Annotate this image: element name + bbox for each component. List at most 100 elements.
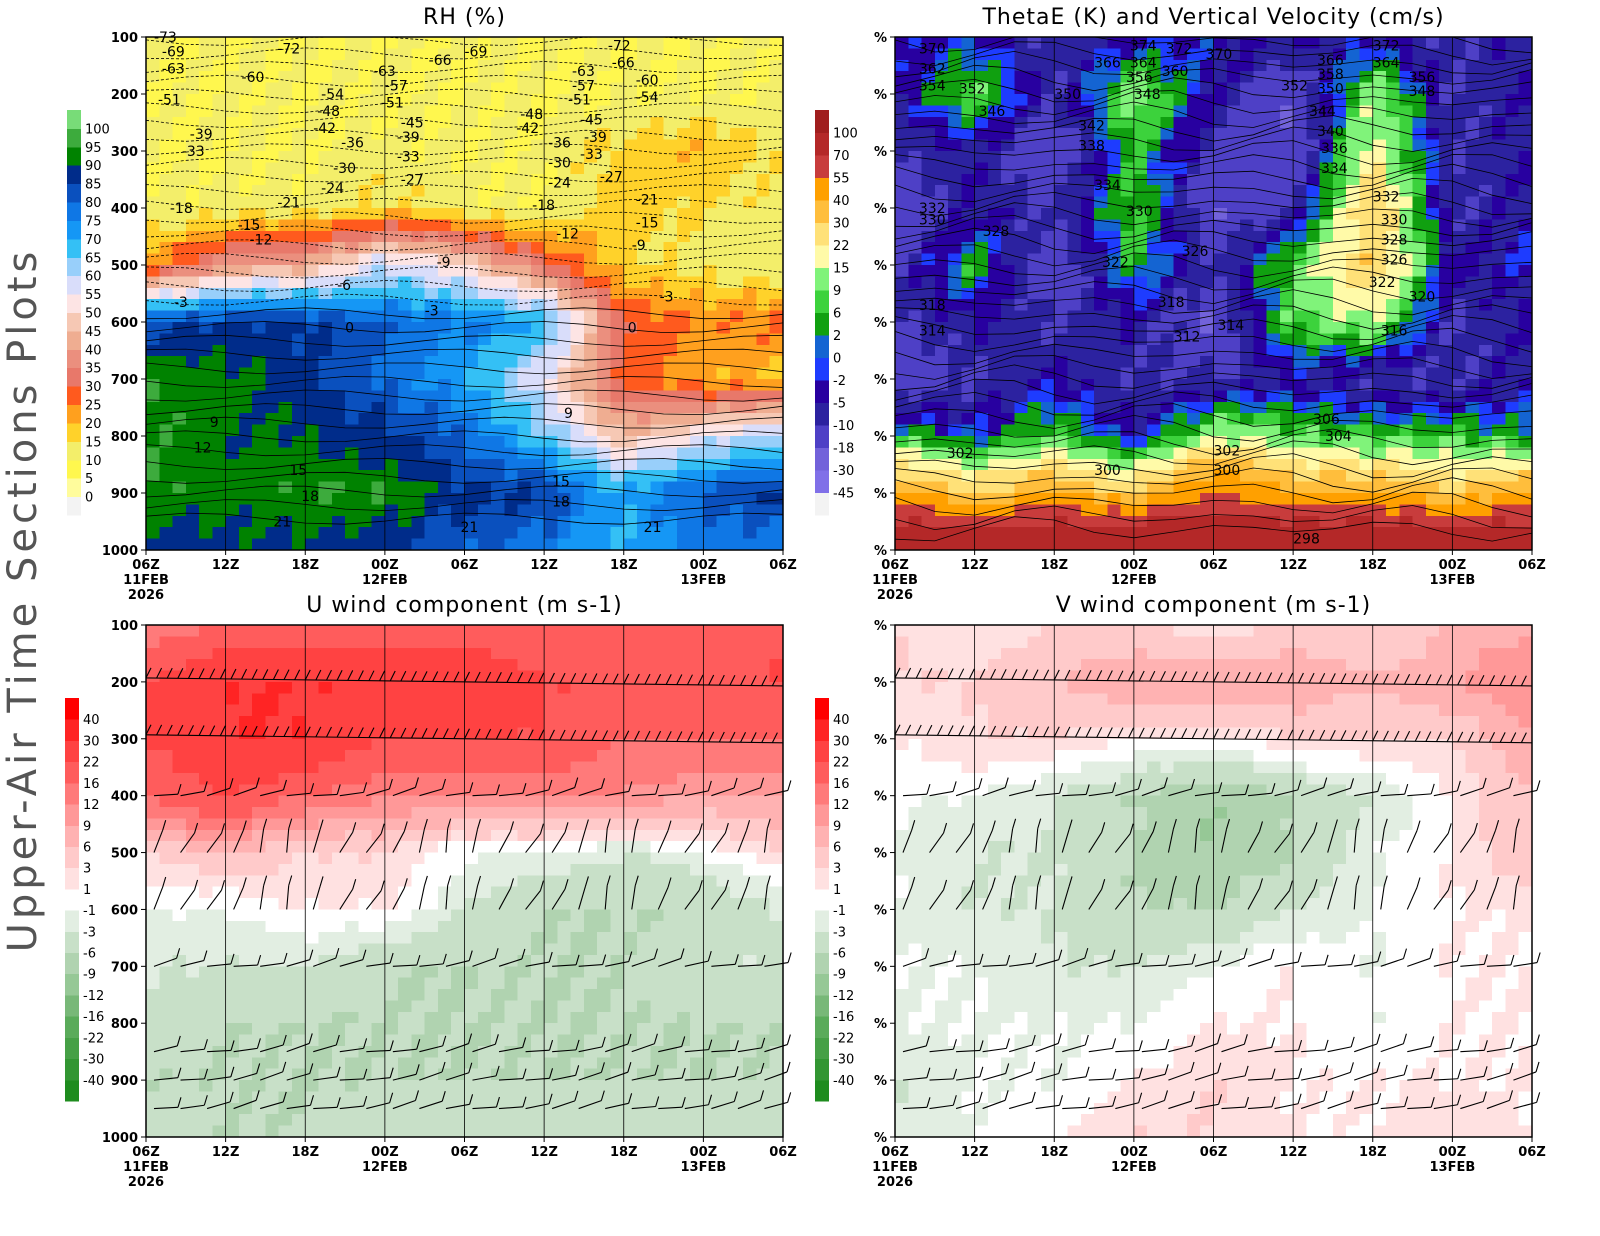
field-cell	[557, 37, 572, 49]
field-cell	[371, 367, 386, 380]
field-cell	[908, 390, 923, 403]
field-cell	[1094, 71, 1108, 84]
field-cell	[974, 390, 989, 403]
field-cell	[517, 436, 532, 448]
field-cell	[384, 447, 399, 460]
field-cell	[305, 173, 320, 186]
field-cell	[663, 173, 678, 186]
field-cell	[716, 447, 731, 460]
field-cell	[1492, 481, 1507, 494]
field-cell	[225, 219, 240, 232]
field-cell	[358, 287, 373, 300]
field-cell	[1200, 173, 1215, 186]
field-cell	[1226, 538, 1241, 551]
field-cell	[895, 128, 909, 141]
field-cell	[146, 704, 160, 717]
field-cell	[464, 333, 479, 346]
field-cell	[517, 390, 532, 403]
field-cell	[1465, 356, 1480, 369]
field-cell	[517, 82, 532, 95]
field-cell	[384, 344, 399, 357]
field-cell	[756, 515, 771, 528]
field-cell	[305, 276, 320, 289]
field-cell	[1001, 151, 1016, 163]
field-cell	[1147, 265, 1161, 277]
field-cell	[544, 48, 558, 61]
field-cell	[1359, 356, 1374, 369]
contour-label: -12	[250, 232, 273, 248]
field-cell	[1173, 447, 1188, 460]
field-cell	[1240, 265, 1254, 277]
field-cell	[908, 356, 923, 369]
field-cell	[1293, 185, 1307, 198]
field-cell	[1518, 94, 1533, 106]
field-cell	[1319, 538, 1334, 551]
field-cell	[570, 322, 585, 334]
field-cell	[411, 139, 426, 152]
field-cell	[252, 37, 267, 49]
field-cell	[398, 493, 412, 505]
field-cell	[974, 504, 989, 517]
field-cell	[756, 379, 771, 391]
field-cell	[1439, 493, 1453, 505]
field-cell	[570, 527, 585, 540]
field-cell	[292, 105, 306, 118]
field-cell	[1173, 424, 1188, 437]
field-cell	[212, 139, 227, 152]
field-cell	[690, 527, 704, 540]
field-cell	[411, 504, 426, 517]
colorbar-label: 75	[85, 214, 102, 229]
field-cell	[623, 538, 638, 551]
field-cell	[212, 71, 227, 84]
field-cell	[212, 219, 227, 232]
field-cell	[345, 162, 359, 175]
field-cell	[331, 94, 346, 106]
field-cell	[1465, 173, 1480, 186]
field-cell	[1372, 151, 1387, 163]
contour-label: 334	[1321, 161, 1348, 177]
field-cell	[146, 139, 160, 152]
field-cell	[1439, 515, 1453, 528]
field-cell	[146, 795, 160, 808]
field-cell	[146, 875, 160, 888]
field-cell	[1094, 493, 1108, 505]
field-cell	[159, 955, 174, 967]
field-cell	[1425, 253, 1440, 266]
field-cell	[292, 139, 306, 152]
field-cell	[292, 436, 306, 448]
field-cell	[305, 82, 320, 95]
field-cell	[1041, 162, 1055, 175]
field-cell	[934, 37, 949, 49]
field-cell	[504, 71, 519, 84]
field-cell	[225, 116, 240, 129]
field-cell	[1120, 504, 1135, 517]
field-cell	[743, 310, 758, 323]
field-cell	[1041, 310, 1055, 323]
field-cell	[1147, 333, 1161, 346]
field-cell	[921, 219, 936, 232]
field-cell	[610, 470, 625, 483]
field-cell	[491, 447, 505, 460]
field-cell	[358, 151, 373, 163]
field-cell	[398, 527, 412, 540]
field-cell	[159, 253, 174, 266]
field-cell	[597, 105, 612, 118]
field-cell	[1439, 242, 1453, 255]
field-cell	[1147, 401, 1161, 414]
field-cell	[716, 173, 731, 186]
field-cell	[676, 139, 691, 152]
field-cell	[1465, 436, 1480, 448]
field-cell	[1412, 151, 1427, 163]
field-cell	[1200, 116, 1215, 129]
field-cell	[292, 413, 306, 426]
field-cell	[504, 208, 519, 220]
field-cell	[146, 173, 160, 186]
field-cell	[676, 436, 691, 448]
field-cell	[743, 48, 758, 61]
field-cell	[663, 310, 678, 323]
field-cell	[185, 470, 200, 483]
field-cell	[1492, 436, 1507, 448]
field-cell	[225, 807, 240, 819]
field-cell	[1386, 413, 1400, 426]
field-cell	[703, 94, 718, 106]
